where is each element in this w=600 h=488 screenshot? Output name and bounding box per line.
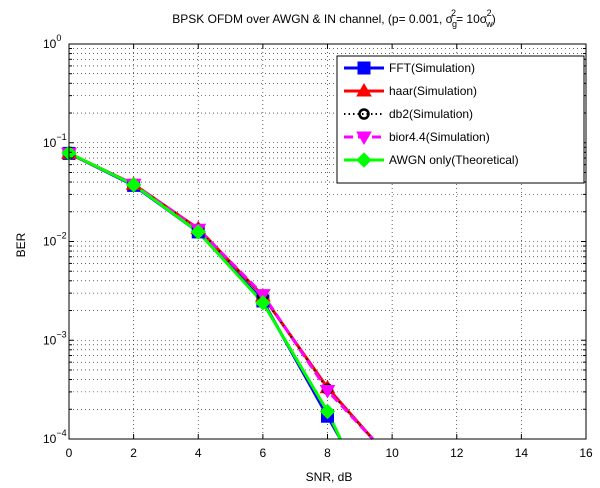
x-tick-label: 0 xyxy=(66,446,73,460)
legend-swatch-marker xyxy=(356,152,372,168)
y-tick-label: 10−1 xyxy=(43,132,67,150)
legend-label: FFT(Simulation) xyxy=(389,61,475,75)
chart-title: BPSK OFDM over AWGN & IN channel, (p= 0.… xyxy=(172,8,495,29)
y-tick-label: 100 xyxy=(43,33,61,51)
legend-label: AWGN only(Theoretical) xyxy=(389,153,519,167)
series-5-point xyxy=(125,177,142,193)
legend-swatch-marker xyxy=(356,83,372,97)
series-4-point xyxy=(319,384,336,399)
legend: FFT(Simulation) haar(Simulation) db2(Simul… xyxy=(336,55,585,184)
series-5-point xyxy=(319,403,336,420)
y-tick-label: 10−4 xyxy=(43,428,67,446)
x-tick-label: 8 xyxy=(324,446,331,460)
x-tick-label: 4 xyxy=(195,446,202,460)
x-axis-label: SNR, dB xyxy=(306,470,353,484)
legend-label: haar(Simulation) xyxy=(389,84,477,98)
x-tick-labels: 0 2 4 6 8 10 12 14 16 xyxy=(66,446,593,460)
x-tick-label: 6 xyxy=(260,446,267,460)
legend-box xyxy=(336,55,585,184)
legend-label: db2(Simulation) xyxy=(389,107,473,121)
series-markers xyxy=(61,145,336,423)
series-5-point xyxy=(190,224,206,240)
y-tick-labels: 100 10−1 10−2 10−3 10−4 xyxy=(43,33,67,446)
legend-swatch-marker xyxy=(358,108,370,120)
y-tick-label: 10−3 xyxy=(43,329,67,347)
series-5-point xyxy=(255,294,271,311)
legend-swatch-marker xyxy=(357,61,371,75)
y-tick-label: 10−2 xyxy=(43,231,67,249)
x-tick-label: 14 xyxy=(515,446,529,460)
x-tick-label: 10 xyxy=(385,446,399,460)
x-tick-label: 2 xyxy=(130,446,137,460)
x-tick-label: 16 xyxy=(579,446,593,460)
y-axis-label: BER xyxy=(14,232,28,257)
legend-label: bior4.4(Simulation) xyxy=(389,130,490,144)
legend-swatch-marker xyxy=(356,131,372,145)
x-tick-label: 12 xyxy=(450,446,464,460)
